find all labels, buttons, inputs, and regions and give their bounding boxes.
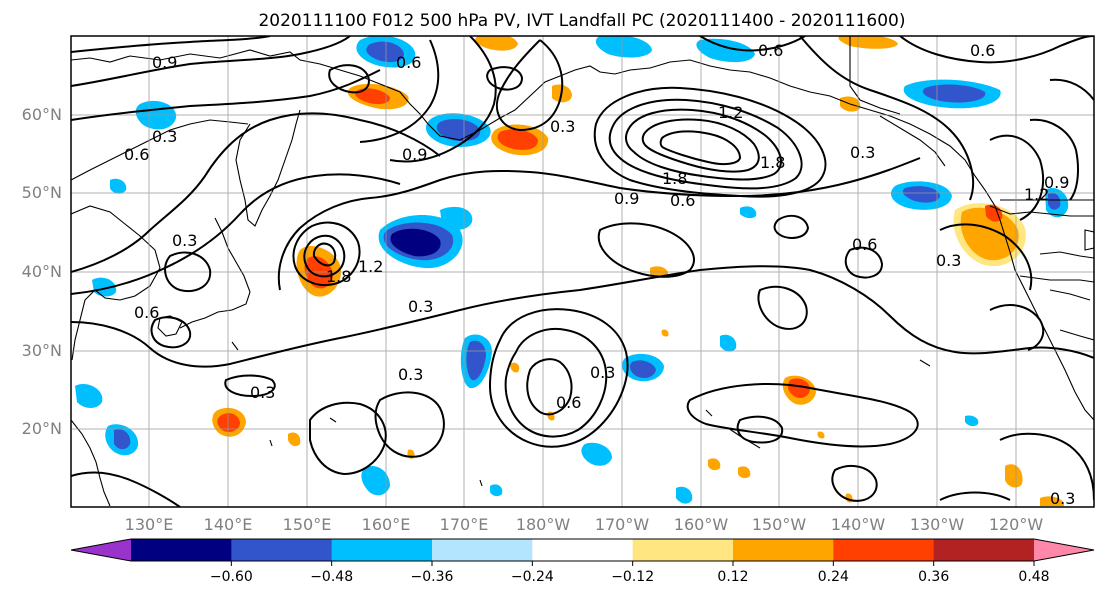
colorbar-segment: [331, 539, 433, 561]
colorbar-tick-label: −0.48: [310, 569, 353, 585]
contour-label: 1.8: [760, 153, 785, 172]
colorbar-segment: [432, 539, 533, 561]
lat-label: 50°N: [22, 183, 62, 202]
contour-label: 0.9: [1044, 173, 1069, 192]
map-title: 2020111100 F012 500 hPa PV, IVT Landfall…: [258, 11, 905, 31]
contour-labels: 0.9 0.3 0.6 0.3 0.9 1.8 1.2 0.6 0.3 0.3 …: [124, 41, 1075, 508]
contour-label: 0.3: [936, 251, 961, 270]
colorbar-segment: [632, 539, 734, 561]
colorbar-tick-label: 0.36: [918, 569, 949, 585]
contour-label: 1.2: [1024, 185, 1049, 204]
gridlines: [71, 36, 1094, 507]
lon-label: 130°E: [125, 515, 174, 534]
lat-label: 20°N: [22, 419, 62, 438]
contour-label: 0.3: [398, 365, 423, 384]
contour-label: 0.3: [250, 383, 275, 402]
lat-label: 60°N: [22, 105, 62, 124]
pc-shading: [75, 36, 1069, 506]
colorbar-segment: [532, 539, 634, 561]
contour-label: 0.3: [590, 363, 615, 382]
contour-label: 1.2: [718, 103, 743, 122]
lon-label: 160°W: [674, 515, 729, 534]
colorbar-tick-label: 0.48: [1018, 569, 1049, 585]
lon-label: 150°E: [283, 515, 332, 534]
lat-label: 30°N: [22, 341, 62, 360]
colorbar-segments: [70, 538, 1095, 562]
colorbar-segment: [131, 539, 232, 561]
colorbar-segment: [933, 539, 1035, 561]
contour-label: 1.2: [358, 257, 383, 276]
colorbar-tick-label: −0.12: [611, 569, 654, 585]
colorbar-tick-label: −0.60: [210, 569, 253, 585]
coastlines: [71, 36, 1094, 507]
contour-label: 0.9: [614, 189, 639, 208]
colorbar-segment: [231, 539, 333, 561]
longitude-labels: 130°E 140°E 150°E 160°E 170°E 180°W 170°…: [125, 515, 1044, 534]
contour-label: 0.9: [152, 53, 177, 72]
lon-label: 170°W: [595, 515, 650, 534]
lon-label: 150°W: [752, 515, 807, 534]
map-panel: 0.9 0.3 0.6 0.3 0.9 1.8 1.2 0.6 0.3 0.3 …: [70, 35, 1095, 508]
contour-label: 0.9: [402, 145, 427, 164]
lat-label: 40°N: [22, 262, 62, 281]
colorbar-segment: [733, 539, 834, 561]
colorbar-tick-label: −0.24: [511, 569, 554, 585]
colorbar-segment: [833, 539, 935, 561]
map-frame: [70, 35, 1095, 508]
contour-label: 1.8: [662, 169, 687, 188]
lon-label: 140°W: [831, 515, 886, 534]
contour-label: 0.3: [152, 127, 177, 146]
contour-label: 0.6: [970, 41, 995, 60]
contour-label: 0.6: [134, 303, 159, 322]
latitude-labels: 60°N 50°N 40°N 30°N 20°N: [22, 105, 62, 438]
lon-label: 170°E: [440, 515, 489, 534]
lon-label: 140°E: [204, 515, 253, 534]
colorbar-tick-label: 0.24: [818, 569, 849, 585]
colorbar-tick-label: −0.36: [411, 569, 454, 585]
contour-label: 1.8: [326, 267, 351, 286]
contour-label: 0.3: [172, 231, 197, 250]
colorbar: −0.60 −0.48 −0.36 −0.24 −0.12 0.12 0.24 0.36 0.4…: [70, 538, 1095, 585]
lon-label: 160°E: [362, 515, 411, 534]
contour-label: 0.3: [1050, 489, 1075, 508]
colorbar-extension-high: [1034, 539, 1094, 561]
lon-label: 130°W: [910, 515, 965, 534]
contour-label: 0.3: [550, 117, 575, 136]
contour-label: 0.3: [850, 143, 875, 162]
colorbar-ticks: −0.60 −0.48 −0.36 −0.24 −0.12 0.12 0.24 0.36 0.4…: [210, 561, 1050, 585]
contour-label: 0.6: [556, 393, 581, 412]
contour-label: 0.6: [124, 145, 149, 164]
colorbar-outline: [70, 538, 1095, 562]
contour-label: 0.6: [852, 235, 877, 254]
lon-label: 180°W: [516, 515, 571, 534]
colorbar-tick-label: 0.12: [717, 569, 748, 585]
contour-label: 0.6: [758, 41, 783, 60]
lon-label: 120°W: [989, 515, 1044, 534]
colorbar-extension-low: [71, 539, 131, 561]
contour-label: 0.6: [396, 53, 421, 72]
contour-label: 0.6: [670, 191, 695, 210]
pv-contours: [71, 36, 1094, 507]
contour-label: 0.3: [408, 297, 433, 316]
